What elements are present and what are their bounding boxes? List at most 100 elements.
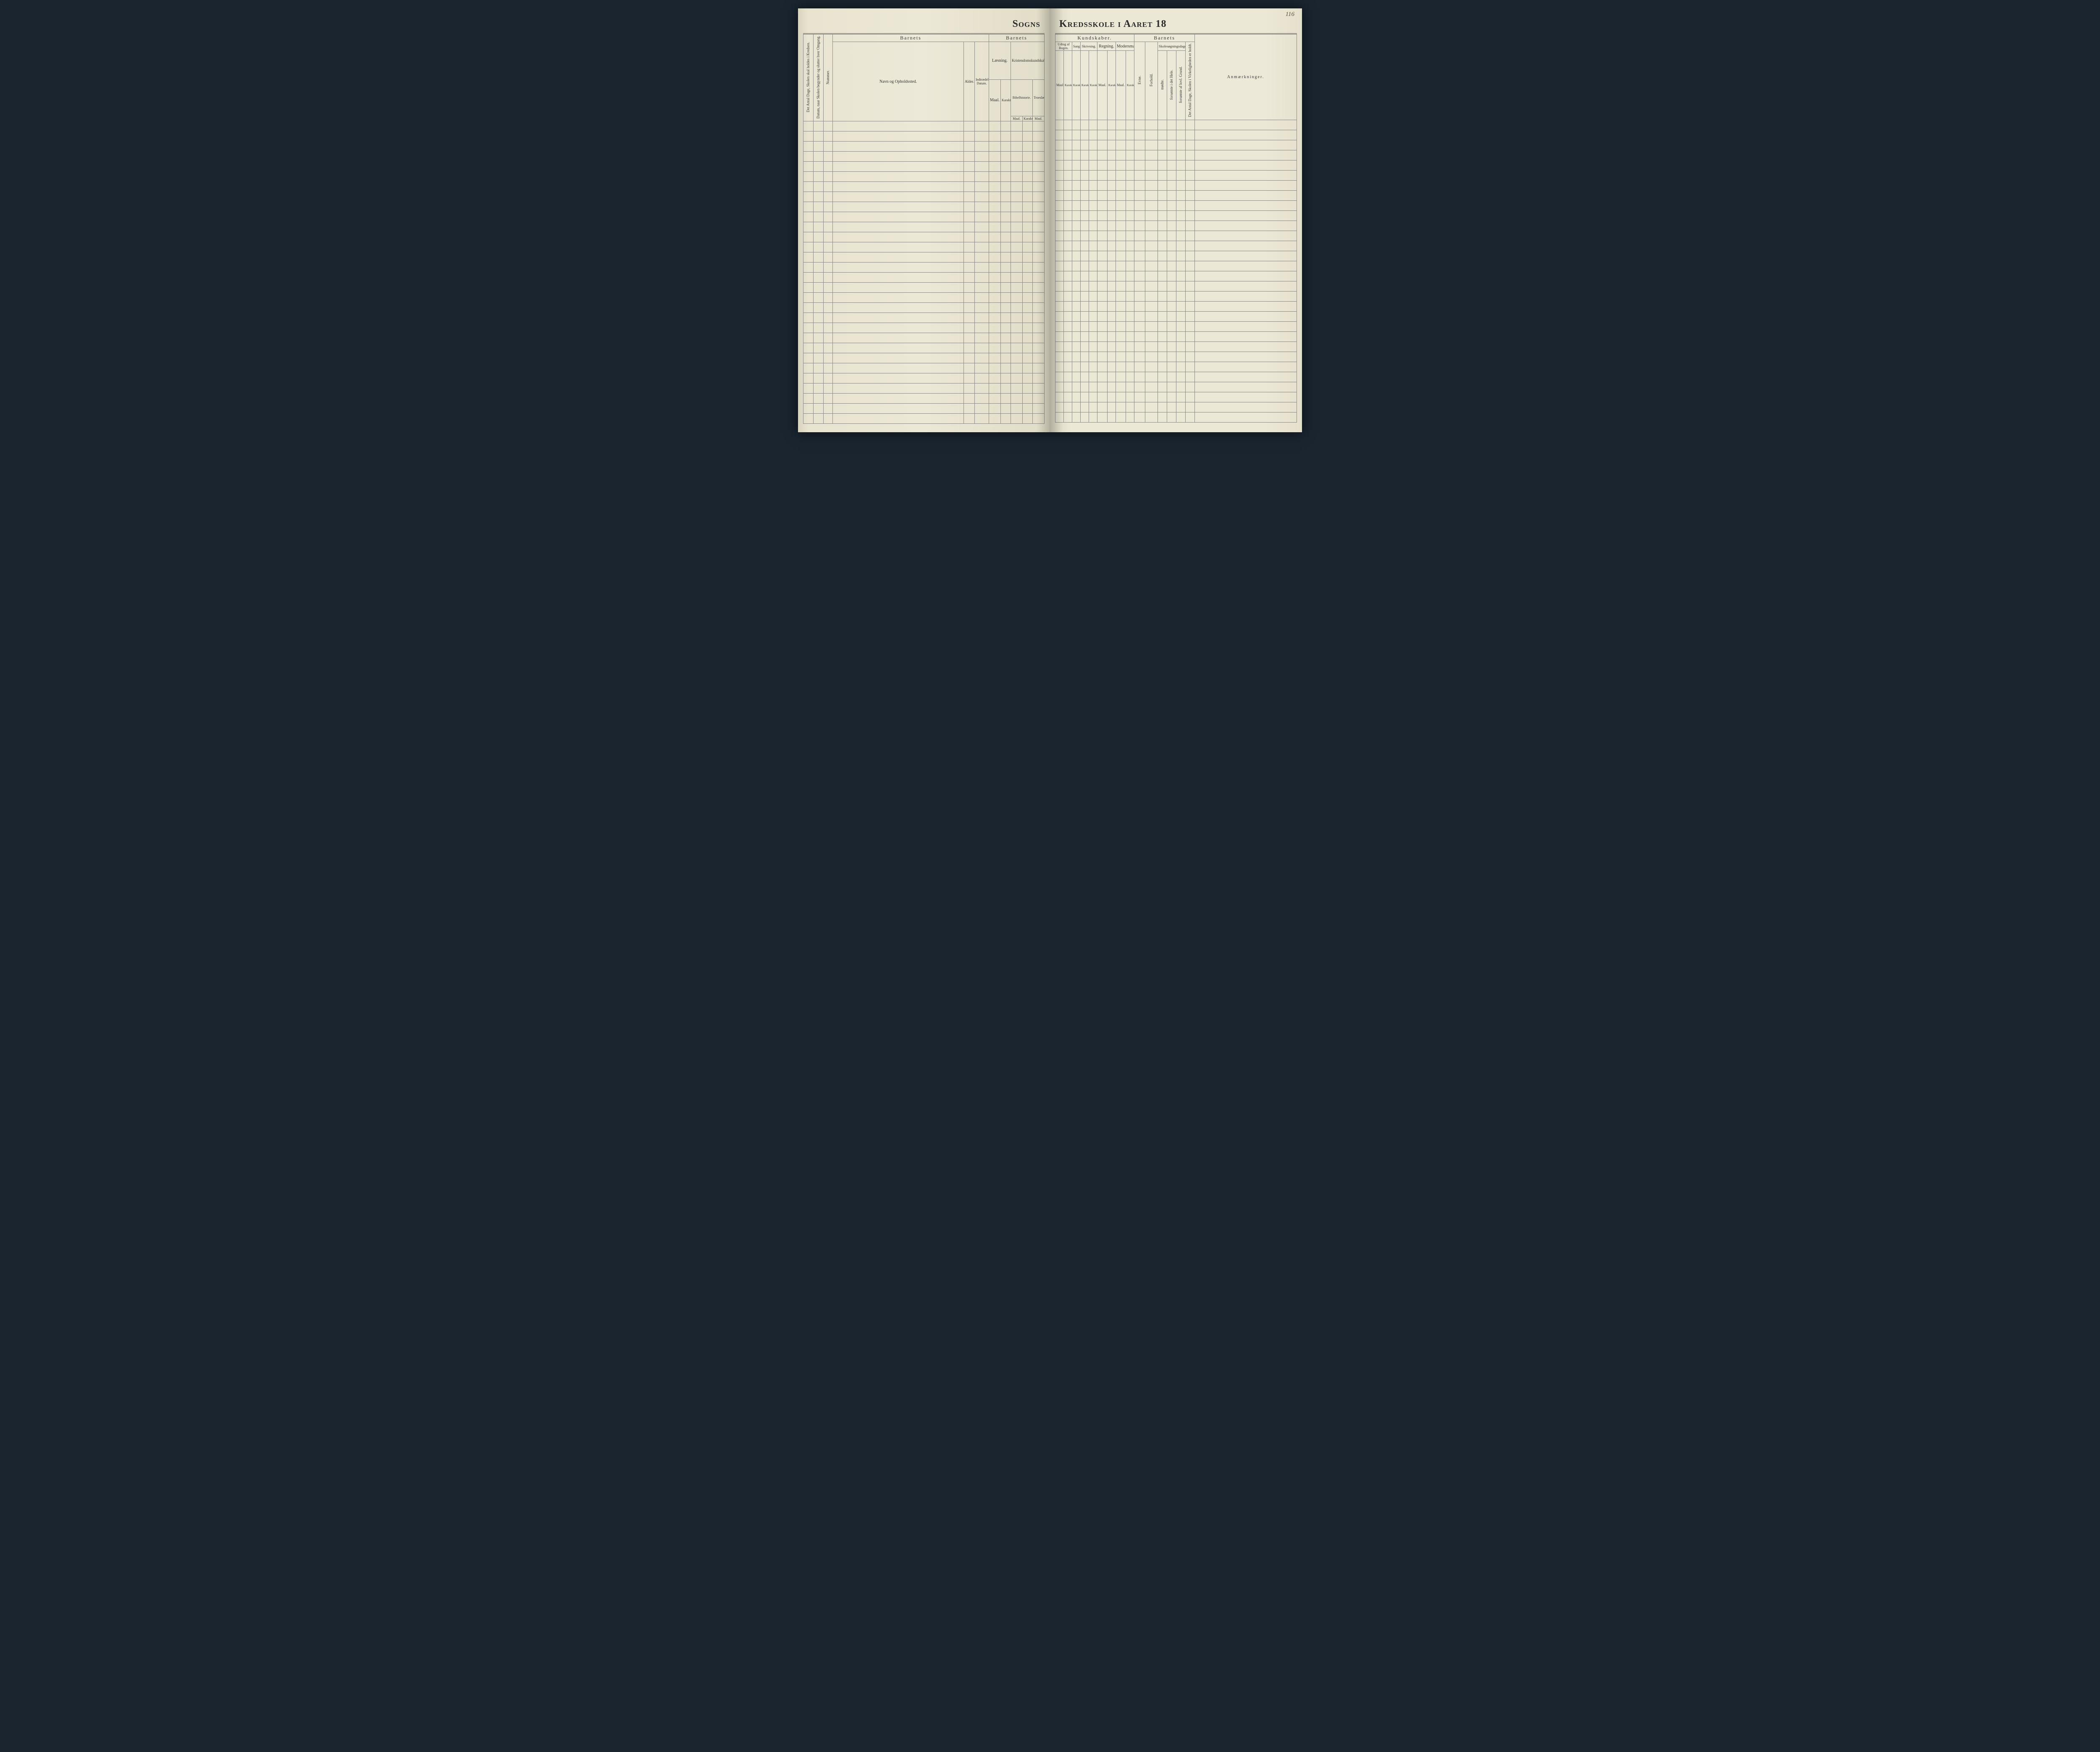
cell — [1116, 402, 1126, 412]
cell — [1186, 231, 1195, 241]
cell — [1097, 402, 1108, 412]
table-row — [1055, 372, 1297, 382]
cell — [1022, 313, 1032, 323]
cell — [1195, 291, 1297, 301]
table-row — [1055, 221, 1297, 231]
cell — [989, 303, 1000, 313]
cell — [1011, 222, 1022, 232]
cell — [1055, 180, 1064, 190]
cell — [1186, 160, 1195, 170]
cell — [824, 404, 833, 414]
cell — [824, 273, 833, 283]
cell — [1097, 241, 1108, 251]
cell — [803, 131, 814, 142]
cell — [1011, 242, 1022, 252]
cell — [1116, 150, 1126, 160]
hdr-mod-maal: Maal. — [1116, 51, 1126, 120]
cell — [1126, 311, 1134, 321]
cell — [1097, 130, 1108, 140]
cell — [963, 162, 974, 172]
cell — [1032, 263, 1044, 273]
cell — [1032, 121, 1044, 131]
cell — [1081, 140, 1089, 150]
cell — [824, 212, 833, 222]
cell — [1081, 170, 1089, 180]
cell — [1089, 352, 1097, 362]
table-row — [1055, 341, 1297, 352]
cell — [1000, 131, 1011, 142]
cell — [1000, 242, 1011, 252]
cell — [1108, 221, 1116, 231]
cell — [1134, 150, 1145, 160]
cell — [1097, 271, 1108, 281]
table-row — [803, 172, 1045, 182]
cell — [963, 323, 974, 333]
cell — [974, 242, 989, 252]
cell — [1081, 130, 1089, 140]
cell — [1081, 372, 1089, 382]
cell — [1097, 140, 1108, 150]
cell — [1134, 311, 1145, 321]
cell — [1000, 373, 1011, 383]
cell — [1167, 341, 1176, 352]
cell — [1176, 140, 1186, 150]
cell — [1097, 301, 1108, 311]
cell — [814, 273, 824, 283]
cell — [1108, 311, 1116, 321]
cell — [1055, 321, 1064, 331]
cell — [1116, 412, 1126, 422]
cell — [1167, 412, 1176, 422]
cell — [1186, 311, 1195, 321]
cell — [1000, 222, 1011, 232]
cell — [1022, 263, 1032, 273]
cell — [1081, 160, 1089, 170]
cell — [1022, 273, 1032, 283]
cell — [1158, 281, 1167, 291]
cell — [1176, 190, 1186, 200]
cell — [1158, 392, 1167, 402]
cell — [963, 232, 974, 242]
cell — [1186, 190, 1195, 200]
cell — [1089, 150, 1097, 160]
right-register-table: Kundskaber. Barnets Anmærkninger. Udtog … — [1055, 33, 1297, 423]
cell — [1022, 414, 1032, 424]
cell — [1000, 273, 1011, 283]
cell — [989, 394, 1000, 404]
cell — [989, 283, 1000, 293]
cell — [814, 363, 824, 373]
cell — [1072, 392, 1081, 402]
cell — [1145, 341, 1158, 352]
cell — [1000, 162, 1011, 172]
cell — [1176, 271, 1186, 281]
cell — [1186, 120, 1195, 130]
cell — [974, 162, 989, 172]
cell — [1097, 170, 1108, 180]
cell — [824, 373, 833, 383]
cell — [824, 263, 833, 273]
cell — [1176, 120, 1186, 130]
cell — [1158, 130, 1167, 140]
cell — [1011, 404, 1022, 414]
cell — [814, 142, 824, 152]
cell — [1097, 412, 1108, 422]
hdr-barnets-r: Barnets — [1134, 34, 1195, 42]
cell — [1089, 311, 1097, 321]
cell — [1158, 321, 1167, 331]
cell — [1011, 252, 1022, 263]
cell — [833, 303, 964, 313]
cell — [974, 222, 989, 232]
cell — [1000, 182, 1011, 192]
table-row — [1055, 231, 1297, 241]
cell — [1064, 170, 1072, 180]
cell — [1116, 180, 1126, 190]
table-row — [803, 121, 1045, 131]
cell — [1032, 414, 1044, 424]
cell — [1032, 303, 1044, 313]
cell — [1097, 352, 1108, 362]
cell — [1089, 362, 1097, 372]
cell — [1195, 362, 1297, 372]
cell — [803, 152, 814, 162]
cell — [1022, 182, 1032, 192]
cell — [803, 142, 814, 152]
cell — [1000, 172, 1011, 182]
